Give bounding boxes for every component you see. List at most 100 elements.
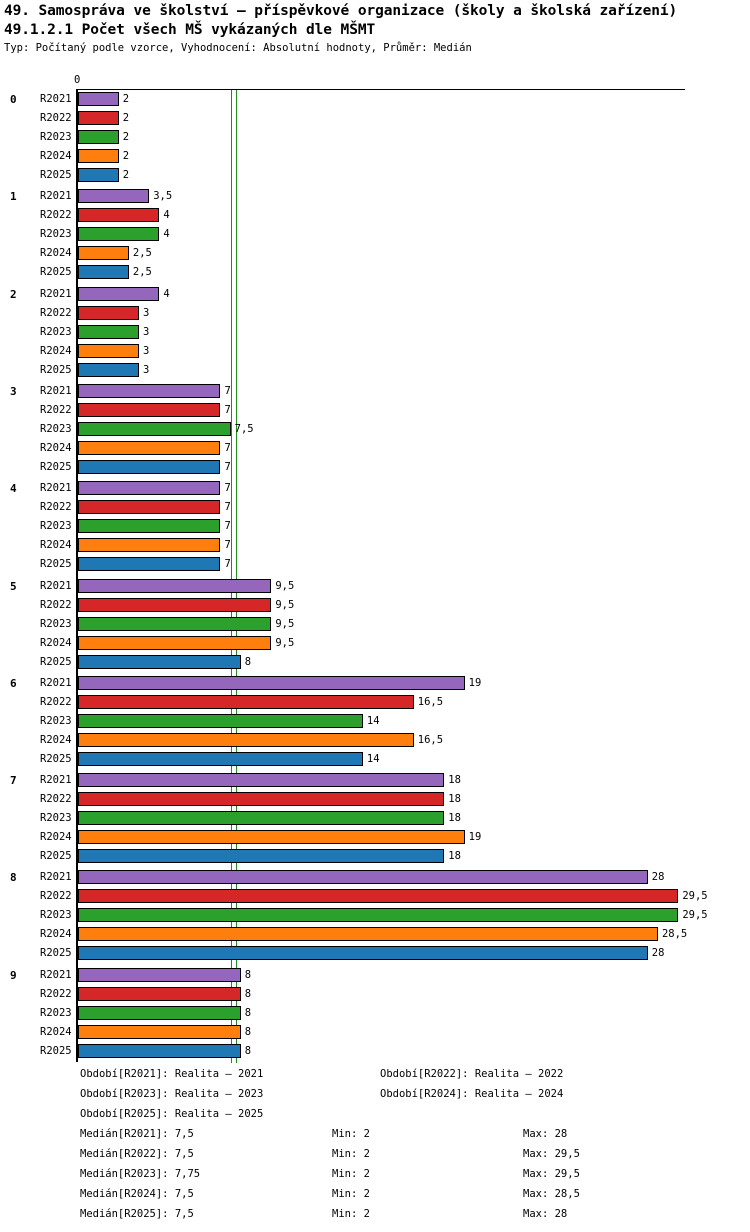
bar-row[interactable]: R2024 7 xyxy=(0,439,750,458)
bar[interactable] xyxy=(78,732,414,747)
bar[interactable] xyxy=(78,246,129,261)
bar-row[interactable]: R2023 7,5 xyxy=(0,420,750,439)
bar-row[interactable]: R2024 7 xyxy=(0,536,750,555)
bar-row[interactable]: R2022 3 xyxy=(0,304,750,323)
bar-row[interactable]: R2022 29,5 xyxy=(0,887,750,906)
bar-row[interactable]: R2021 18 xyxy=(0,771,750,790)
bar[interactable] xyxy=(78,324,140,339)
bar-row[interactable]: R2024 9,5 xyxy=(0,634,750,653)
bar[interactable] xyxy=(78,986,241,1001)
bar[interactable] xyxy=(78,459,221,474)
bar-row[interactable]: R2025 3 xyxy=(0,361,750,380)
bar-row[interactable]: R2021 7 xyxy=(0,479,750,498)
bar-row[interactable]: R2024 3 xyxy=(0,342,750,361)
bar[interactable] xyxy=(78,694,414,709)
bar-row[interactable]: R2022 18 xyxy=(0,790,750,809)
bar[interactable] xyxy=(78,130,119,144)
bar[interactable] xyxy=(78,189,150,204)
bar[interactable] xyxy=(78,967,241,982)
bar-row[interactable]: R2022 16,5 xyxy=(0,693,750,712)
bar[interactable] xyxy=(78,343,140,358)
bar[interactable] xyxy=(78,402,221,417)
bar-row[interactable]: R2024 16,5 xyxy=(0,731,750,750)
bar-row[interactable]: R2024 28,5 xyxy=(0,925,750,944)
bar-row[interactable]: R2025 8 xyxy=(0,1042,750,1061)
bar[interactable] xyxy=(78,616,272,631)
bar[interactable] xyxy=(78,557,221,572)
bar[interactable] xyxy=(78,713,363,728)
bar-row[interactable]: R2025 28 xyxy=(0,944,750,963)
bar[interactable] xyxy=(78,305,140,320)
bar-row[interactable]: R2022 7 xyxy=(0,401,750,420)
bar-row[interactable]: R2025 8 xyxy=(0,653,750,672)
bar[interactable] xyxy=(78,362,140,377)
bar[interactable] xyxy=(78,111,119,125)
bar[interactable] xyxy=(78,597,272,612)
bar[interactable] xyxy=(78,830,465,845)
bar[interactable] xyxy=(78,208,160,223)
bar[interactable] xyxy=(78,1043,241,1058)
bar-row[interactable]: R2022 4 xyxy=(0,206,750,225)
bar[interactable] xyxy=(78,578,272,593)
bar-row[interactable]: R2024 2,5 xyxy=(0,244,750,263)
bar[interactable] xyxy=(78,481,221,496)
bar-row[interactable]: R2025 18 xyxy=(0,847,750,866)
bar[interactable] xyxy=(78,635,272,650)
bar[interactable] xyxy=(78,149,119,163)
bar[interactable] xyxy=(78,908,679,923)
bar-row[interactable]: R2023 14 xyxy=(0,712,750,731)
bar[interactable] xyxy=(78,849,445,864)
bar[interactable] xyxy=(78,440,221,455)
bar-row[interactable]: R2021 9,5 xyxy=(0,577,750,596)
bar[interactable] xyxy=(78,168,119,182)
bar-row[interactable]: R2021 3,5 xyxy=(0,187,750,206)
bar-row[interactable]: R2023 2 xyxy=(0,128,750,147)
bar[interactable] xyxy=(78,675,465,690)
bar[interactable] xyxy=(78,383,221,398)
bar-row[interactable]: R2025 14 xyxy=(0,750,750,769)
bar[interactable] xyxy=(78,946,648,961)
bar-row[interactable]: R2022 7 xyxy=(0,498,750,517)
bar-row[interactable]: R2023 3 xyxy=(0,323,750,342)
bar-row[interactable]: R2022 8 xyxy=(0,985,750,1004)
bar-row[interactable]: R2025 7 xyxy=(0,555,750,574)
bar-row[interactable]: R2025 2,5 xyxy=(0,263,750,282)
bar-row[interactable]: R2024 2 xyxy=(0,147,750,166)
bar[interactable] xyxy=(78,773,445,788)
bar-row[interactable]: R2023 9,5 xyxy=(0,615,750,634)
bar[interactable] xyxy=(78,286,160,301)
bar[interactable] xyxy=(78,538,221,553)
bar[interactable] xyxy=(78,811,445,826)
bar[interactable] xyxy=(78,654,241,669)
bar-row[interactable]: R2024 8 xyxy=(0,1023,750,1042)
bar-row[interactable]: R2021 19 xyxy=(0,674,750,693)
bar-row[interactable]: R2025 7 xyxy=(0,458,750,477)
bar-row[interactable]: R2022 9,5 xyxy=(0,596,750,615)
bar-row[interactable]: R2024 19 xyxy=(0,828,750,847)
bar[interactable] xyxy=(78,265,129,280)
bar[interactable] xyxy=(78,870,648,885)
bar-row[interactable]: R2022 2 xyxy=(0,109,750,128)
bar-row[interactable]: R2021 2 xyxy=(0,90,750,109)
bar[interactable] xyxy=(78,500,221,515)
bar[interactable] xyxy=(78,927,658,942)
bar-row[interactable]: R2025 2 xyxy=(0,166,750,185)
bar-row[interactable]: R2021 7 xyxy=(0,382,750,401)
bar[interactable] xyxy=(78,792,445,807)
bar-row[interactable]: R2023 8 xyxy=(0,1004,750,1023)
bar[interactable] xyxy=(78,421,231,436)
bar-row[interactable]: R2023 4 xyxy=(0,225,750,244)
bar-row[interactable]: R2021 8 xyxy=(0,966,750,985)
bar[interactable] xyxy=(78,751,363,766)
bar-row[interactable]: R2021 28 xyxy=(0,868,750,887)
bar-row[interactable]: R2023 18 xyxy=(0,809,750,828)
bar[interactable] xyxy=(78,1024,241,1039)
bar-row[interactable]: R2021 4 xyxy=(0,285,750,304)
bar[interactable] xyxy=(78,92,119,106)
bar-row[interactable]: R2023 7 xyxy=(0,517,750,536)
bar[interactable] xyxy=(78,889,679,904)
bar[interactable] xyxy=(78,1005,241,1020)
bar-row[interactable]: R2023 29,5 xyxy=(0,906,750,925)
bar[interactable] xyxy=(78,519,221,534)
bar[interactable] xyxy=(78,227,160,242)
